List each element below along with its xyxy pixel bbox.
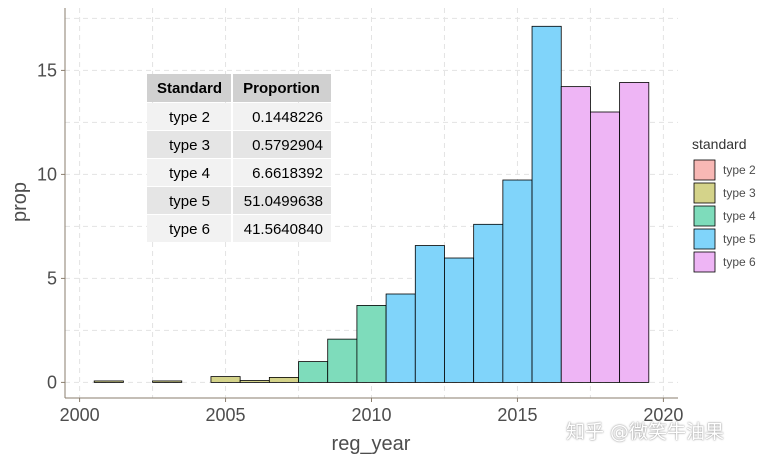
y-tick-label: 15 [37,60,57,80]
legend-label: type 4 [723,209,756,223]
y-tick-label: 5 [47,268,57,288]
table-row [147,131,331,158]
table-cell: type 4 [169,165,210,182]
table-cell: 0.1448226 [252,109,323,126]
summary-table: Standard Proportion type 2 0.1448226 type 3 0… [147,74,331,242]
histogram-bar [560,86,591,383]
x-axis-title: reg_year [332,433,411,455]
x-tick-label: 2015 [497,405,537,425]
table-cell: type 2 [169,109,210,126]
table-cell: 0.5792904 [252,137,323,154]
histogram-bar [444,257,475,383]
y-tick-label: 0 [47,372,57,392]
table-row [147,187,331,214]
watermark: 知乎 @微笑牛油果 [566,421,725,443]
histogram-bar [385,293,416,383]
histogram-bar [473,223,504,383]
legend-swatch [693,228,716,250]
histogram-bar [619,82,650,383]
histogram-bar [590,111,621,383]
ticks: 2000 2005 2010 2015 2020 0 5 10 15 [37,60,683,425]
histogram-bar [327,338,358,383]
legend-swatch [693,182,716,204]
table-cell: 6.6618392 [252,165,323,182]
legend-label: type 5 [723,232,756,246]
table-cell: 41.5640840 [244,221,323,238]
histogram-bar [531,25,562,383]
bars [93,25,650,383]
y-tick-label: 10 [37,164,57,184]
legend-label: type 3 [723,186,756,200]
legend-label: type 6 [723,255,756,269]
table-header-bg [147,74,331,102]
table-header-cell: Proportion [243,80,320,97]
histogram-bar [93,380,124,383]
legend-swatch [693,205,716,227]
legend-title: standard [692,136,746,152]
table-row [147,159,331,186]
table-cell: type 6 [169,221,210,238]
histogram-bar [502,179,533,383]
histogram-bar [414,245,445,383]
histogram-bar [152,380,183,383]
table-row [147,103,331,130]
legend-label: type 2 [723,163,756,177]
histogram-bar [268,377,299,383]
table-cell: type 3 [169,137,210,154]
table-cell: 51.0499638 [244,193,323,210]
table-row [147,215,331,242]
histogram-bar [210,376,241,383]
histogram-bar [298,361,329,383]
legend-swatch [693,159,716,181]
histogram-bar [356,305,387,383]
histogram-bar [239,380,270,383]
legend-swatch [693,251,716,273]
x-tick-label: 2020 [643,405,683,425]
x-tick-label: 2005 [206,405,246,425]
legend: standard type 2 type 3 type 4 type 5 type 6 [692,136,756,273]
x-tick-label: 2000 [60,405,100,425]
table-header-cell: Standard [157,80,222,97]
x-tick-label: 2010 [351,405,391,425]
y-axis-title: prop [9,182,31,222]
table-cell: type 5 [169,193,210,210]
